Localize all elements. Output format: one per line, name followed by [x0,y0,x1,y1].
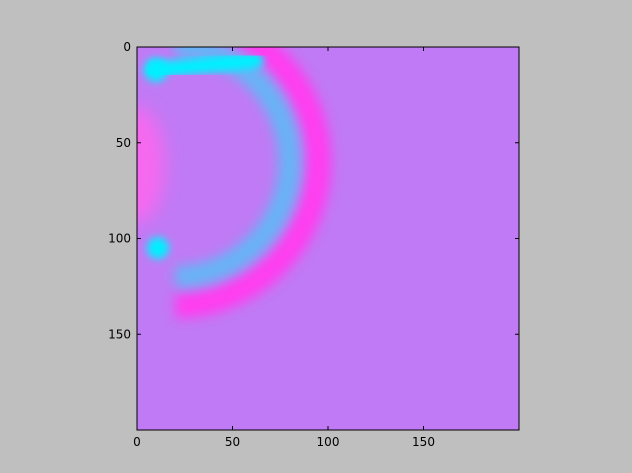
outer-magenta-arc [175,47,332,319]
y-tick-label-100: 100 [108,232,131,246]
x-tick-label-150: 150 [412,435,435,449]
axis-ticks [136,46,519,430]
tick-labels: 0 50 100 150 0 50 100 150 [108,40,435,449]
x-tick-label-100: 100 [317,435,340,449]
y-tick-label-150: 150 [108,327,131,341]
left-edge-glow [137,107,165,223]
x-tick-label-0: 0 [133,435,141,449]
lower-cyan-hotspot [147,237,170,260]
top-cyan-streak [148,52,264,78]
heatmap-image [137,47,519,430]
y-tick-label-50: 50 [116,136,131,150]
x-tick-label-50: 50 [225,435,240,449]
y-tick-label-0: 0 [123,40,131,54]
top-cyan-hotspot [144,57,169,82]
heatmap-background [137,47,519,430]
